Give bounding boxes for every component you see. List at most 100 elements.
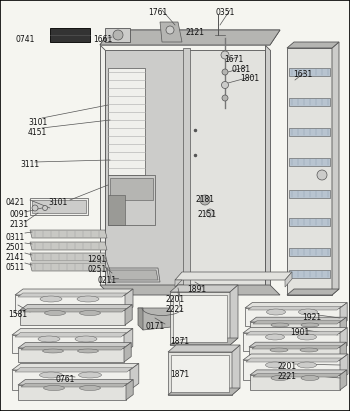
Polygon shape bbox=[21, 346, 125, 350]
Polygon shape bbox=[20, 305, 132, 310]
Polygon shape bbox=[185, 50, 265, 285]
Ellipse shape bbox=[75, 336, 97, 342]
Polygon shape bbox=[287, 48, 332, 295]
Polygon shape bbox=[243, 360, 340, 380]
Ellipse shape bbox=[77, 296, 99, 302]
Ellipse shape bbox=[301, 376, 319, 381]
Polygon shape bbox=[18, 293, 127, 297]
Polygon shape bbox=[289, 270, 330, 278]
Polygon shape bbox=[170, 292, 230, 345]
Text: 3101: 3101 bbox=[28, 118, 47, 127]
Polygon shape bbox=[105, 28, 130, 42]
Text: 1901: 1901 bbox=[290, 328, 309, 337]
Polygon shape bbox=[232, 345, 240, 395]
Polygon shape bbox=[175, 272, 292, 280]
Polygon shape bbox=[32, 200, 86, 213]
Ellipse shape bbox=[38, 336, 60, 342]
Polygon shape bbox=[183, 48, 190, 285]
Polygon shape bbox=[30, 253, 107, 261]
Polygon shape bbox=[340, 328, 347, 351]
Polygon shape bbox=[12, 335, 124, 353]
Circle shape bbox=[222, 81, 229, 88]
Ellipse shape bbox=[298, 362, 316, 368]
Circle shape bbox=[200, 195, 210, 205]
Ellipse shape bbox=[270, 348, 288, 352]
Polygon shape bbox=[50, 28, 90, 42]
Polygon shape bbox=[124, 328, 133, 353]
Polygon shape bbox=[285, 272, 292, 287]
Ellipse shape bbox=[77, 349, 98, 353]
Polygon shape bbox=[15, 332, 126, 337]
Polygon shape bbox=[30, 230, 107, 238]
Polygon shape bbox=[125, 305, 132, 325]
Polygon shape bbox=[332, 42, 339, 295]
Polygon shape bbox=[171, 355, 229, 392]
Polygon shape bbox=[243, 354, 348, 360]
Polygon shape bbox=[249, 342, 346, 347]
Polygon shape bbox=[340, 354, 348, 380]
Polygon shape bbox=[107, 268, 160, 282]
Polygon shape bbox=[168, 388, 240, 395]
Ellipse shape bbox=[301, 323, 319, 327]
Ellipse shape bbox=[42, 349, 63, 353]
Ellipse shape bbox=[271, 323, 289, 327]
Polygon shape bbox=[175, 280, 182, 287]
Polygon shape bbox=[340, 370, 347, 390]
Polygon shape bbox=[30, 198, 88, 215]
Text: 2221: 2221 bbox=[165, 305, 184, 314]
Text: 0761: 0761 bbox=[55, 375, 74, 384]
Ellipse shape bbox=[79, 310, 100, 316]
Polygon shape bbox=[108, 195, 125, 225]
Text: 1921: 1921 bbox=[302, 313, 321, 322]
Polygon shape bbox=[18, 380, 133, 385]
Polygon shape bbox=[12, 328, 133, 335]
Polygon shape bbox=[340, 317, 346, 336]
Polygon shape bbox=[15, 367, 132, 372]
Polygon shape bbox=[246, 358, 342, 362]
Ellipse shape bbox=[79, 386, 100, 390]
Polygon shape bbox=[253, 374, 341, 377]
Circle shape bbox=[221, 51, 229, 59]
Polygon shape bbox=[250, 370, 347, 375]
Circle shape bbox=[222, 95, 228, 101]
Text: 0741: 0741 bbox=[15, 35, 34, 44]
Text: 0351: 0351 bbox=[215, 8, 235, 17]
Polygon shape bbox=[138, 308, 190, 330]
Ellipse shape bbox=[266, 362, 285, 368]
Polygon shape bbox=[250, 375, 340, 390]
Text: 1581: 1581 bbox=[8, 310, 27, 319]
Text: 0211: 0211 bbox=[97, 276, 116, 285]
Circle shape bbox=[32, 205, 38, 211]
Polygon shape bbox=[289, 218, 330, 226]
Ellipse shape bbox=[298, 334, 316, 340]
Ellipse shape bbox=[78, 372, 102, 378]
Polygon shape bbox=[170, 285, 238, 292]
Polygon shape bbox=[15, 295, 125, 313]
Polygon shape bbox=[245, 308, 340, 326]
Polygon shape bbox=[30, 263, 107, 271]
Text: 0421: 0421 bbox=[5, 198, 24, 207]
Polygon shape bbox=[30, 242, 107, 250]
Ellipse shape bbox=[299, 309, 317, 315]
Polygon shape bbox=[130, 363, 139, 390]
Text: 2141: 2141 bbox=[5, 253, 24, 262]
Polygon shape bbox=[110, 178, 153, 200]
Text: 2131: 2131 bbox=[10, 220, 29, 229]
Circle shape bbox=[113, 30, 123, 40]
Polygon shape bbox=[12, 370, 130, 390]
Polygon shape bbox=[185, 308, 190, 325]
Text: 2201: 2201 bbox=[165, 295, 184, 304]
Ellipse shape bbox=[300, 348, 318, 352]
Polygon shape bbox=[100, 30, 280, 45]
Polygon shape bbox=[20, 310, 125, 325]
Text: 2181: 2181 bbox=[196, 195, 215, 204]
Ellipse shape bbox=[40, 372, 63, 378]
Polygon shape bbox=[289, 98, 330, 106]
Polygon shape bbox=[287, 42, 339, 48]
Text: 1801: 1801 bbox=[240, 74, 259, 83]
Text: 2201: 2201 bbox=[278, 362, 297, 371]
Text: 2501: 2501 bbox=[5, 243, 24, 252]
Circle shape bbox=[317, 170, 327, 180]
Text: 1891: 1891 bbox=[187, 285, 206, 294]
Text: 1661: 1661 bbox=[93, 35, 112, 44]
